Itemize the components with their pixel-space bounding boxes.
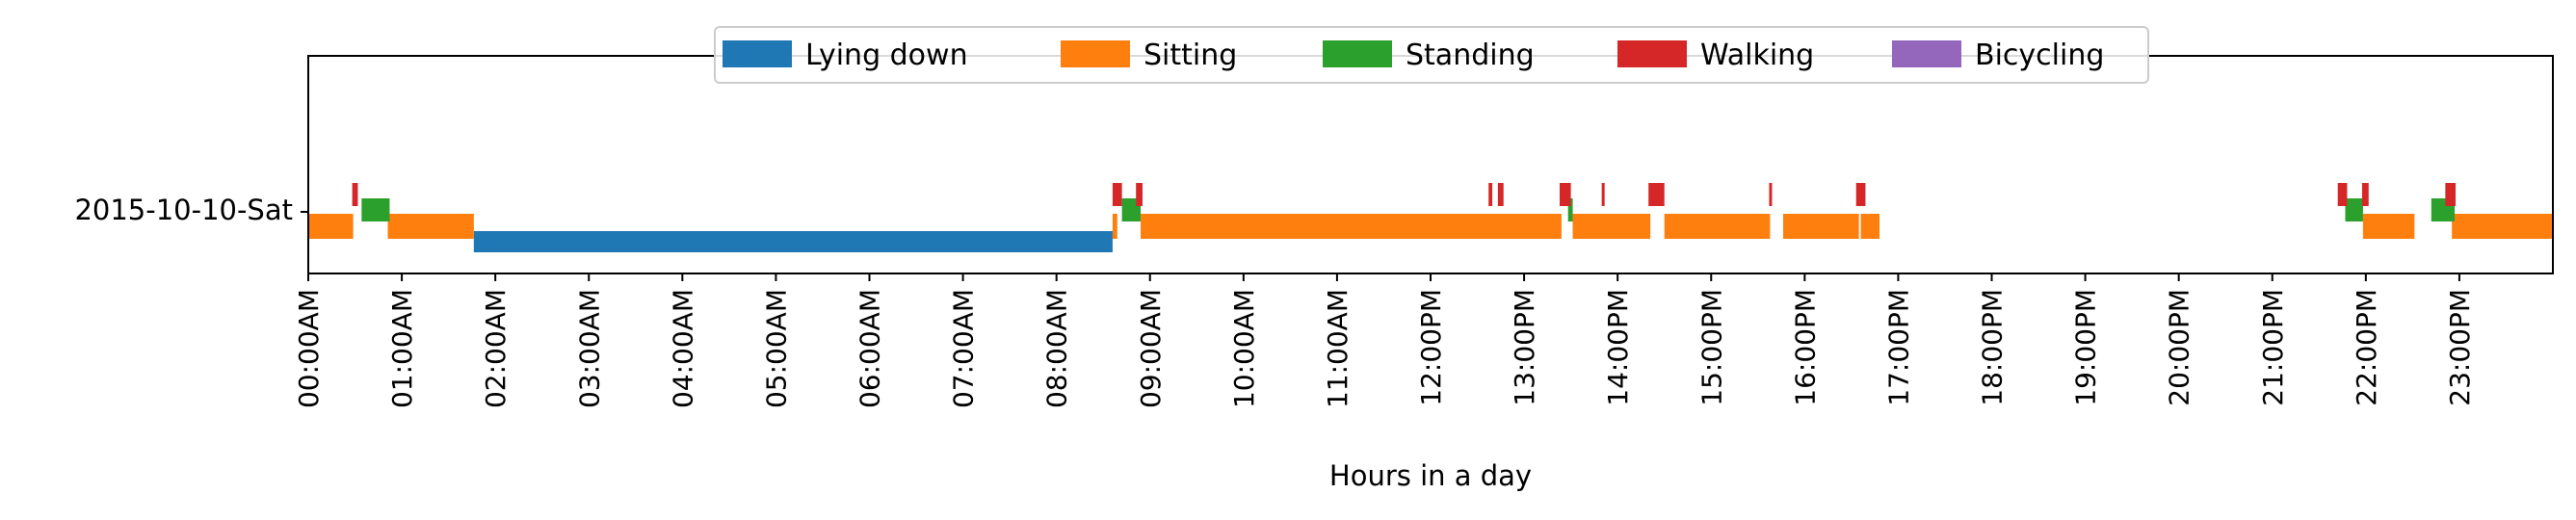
lying-down-segment xyxy=(473,231,1113,252)
x-tick-label: 08:00AM xyxy=(1041,289,1073,408)
x-axis: 00:00AM 01:00AM 02:00AM 03:00AM 04:00AM 05:00… xyxy=(293,273,2476,408)
walking-segment xyxy=(1488,183,1493,206)
walking-segment xyxy=(1855,183,1866,206)
legend-swatch-bicycling xyxy=(1892,40,1961,67)
x-tick-label: 06:00AM xyxy=(854,289,886,408)
walking-segment xyxy=(2337,183,2348,206)
sitting-segment xyxy=(1860,214,1879,239)
x-tick-label: 18:00PM xyxy=(1977,289,2009,406)
sitting-segment xyxy=(1141,214,1562,239)
walking-segment xyxy=(2445,183,2457,206)
sitting-segment xyxy=(1783,214,1859,239)
x-tick-label: 16:00PM xyxy=(1789,289,1821,406)
sitting-segment xyxy=(308,214,354,239)
x-tick-label: 11:00AM xyxy=(1322,289,1354,408)
walking-segment xyxy=(352,183,358,206)
legend-swatch-walking xyxy=(1617,40,1687,67)
y-axis: 2015-10-10-Sat xyxy=(74,194,308,226)
x-tick-label: 03:00AM xyxy=(573,289,605,408)
sitting-segment xyxy=(1664,214,1771,239)
walking-segment xyxy=(1497,183,1504,206)
standing-segment xyxy=(2345,198,2363,221)
legend-swatch-sitting xyxy=(1061,40,1130,67)
walking-segment xyxy=(2361,183,2369,206)
walking-segment xyxy=(1769,183,1773,206)
x-tick-label: 00:00AM xyxy=(293,289,325,408)
legend-swatch-standing xyxy=(1323,40,1392,67)
x-tick-label: 23:00PM xyxy=(2444,289,2476,406)
walking-segment xyxy=(1648,183,1665,206)
x-tick-label: 22:00PM xyxy=(2351,289,2382,406)
standing-segment xyxy=(1567,198,1573,221)
activity-segments xyxy=(308,183,2553,252)
legend-label-walking: Walking xyxy=(1700,39,1814,72)
x-tick-label: 17:00PM xyxy=(1882,289,1914,406)
legend-label-lying-down: Lying down xyxy=(805,39,968,72)
sitting-segment xyxy=(1112,214,1117,239)
walking-segment xyxy=(1559,183,1571,206)
x-tick-label: 04:00AM xyxy=(667,289,698,408)
x-axis-label: Hours in a day xyxy=(1329,459,1532,492)
x-tick-label: 07:00AM xyxy=(948,289,980,408)
x-tick-label: 13:00PM xyxy=(1509,289,1540,406)
y-tick-label: 2015-10-10-Sat xyxy=(74,194,293,226)
sitting-segment xyxy=(2452,214,2553,239)
x-tick-label: 20:00PM xyxy=(2164,289,2195,406)
legend-swatch-lying-down xyxy=(723,40,792,67)
x-tick-label: 19:00PM xyxy=(2070,289,2102,406)
x-tick-label: 12:00PM xyxy=(1415,289,1447,406)
sitting-segment xyxy=(387,214,474,239)
x-tick-label: 14:00PM xyxy=(1602,289,1634,406)
standing-segment xyxy=(361,198,390,221)
x-tick-label: 01:00AM xyxy=(386,289,418,408)
x-tick-label: 05:00AM xyxy=(760,289,792,408)
legend-label-standing: Standing xyxy=(1406,39,1535,72)
legend: Lying down Sitting Standing Walking Bicyclin… xyxy=(714,26,2149,84)
x-tick-label: 21:00PM xyxy=(2257,289,2289,406)
sitting-segment xyxy=(2362,214,2415,239)
x-tick-label: 15:00PM xyxy=(1695,289,1727,406)
walking-segment xyxy=(1112,183,1122,206)
x-tick-label: 02:00AM xyxy=(480,289,512,408)
sitting-segment xyxy=(1572,214,1651,239)
walking-segment xyxy=(1601,183,1605,206)
legend-label-sitting: Sitting xyxy=(1143,39,1237,72)
x-tick-label: 10:00AM xyxy=(1228,289,1260,408)
legend-label-bicycling: Bicycling xyxy=(1975,39,2104,72)
x-tick-label: 09:00AM xyxy=(1135,289,1167,408)
walking-segment xyxy=(1136,183,1143,206)
